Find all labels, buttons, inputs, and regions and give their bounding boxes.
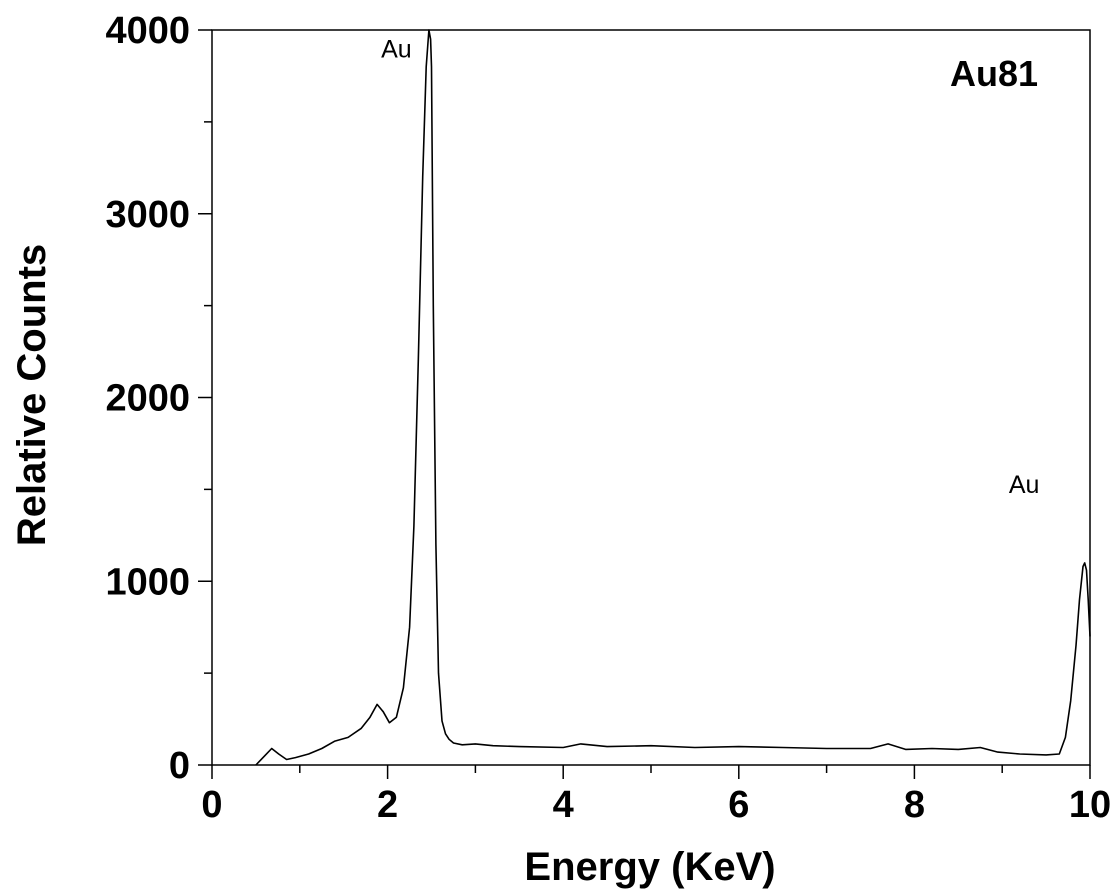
x-tick-label: 10 [1069,784,1111,826]
axes [198,29,1091,779]
plot-label: Au81 [950,53,1038,94]
x-tick-label: 6 [728,784,749,826]
y-tick-label: 4000 [105,10,190,52]
x-tick-label: 2 [377,784,398,826]
x-axis-title: Energy (KeV) [524,845,775,889]
y-axis-title: Relative Counts [10,244,54,546]
x-tick-label: 8 [904,784,925,826]
y-tick-label: 0 [169,745,190,787]
peak-annotation-0: Au [381,36,412,64]
x-tick-label: 0 [201,784,222,826]
series-layer [255,29,1091,766]
labels-layer: 0 1000 2000 3000 4000 0 2 4 6 8 10 Au Au [105,10,1111,826]
y-tick-label: 2000 [105,378,190,420]
y-tick-label: 3000 [105,194,190,236]
x-tick-label: 4 [553,784,574,826]
spectrum-line-0 [255,29,1091,766]
peak-annotation-1: Au [1009,471,1040,499]
plot-frame [211,29,1091,766]
y-tick-label: 1000 [105,561,190,603]
